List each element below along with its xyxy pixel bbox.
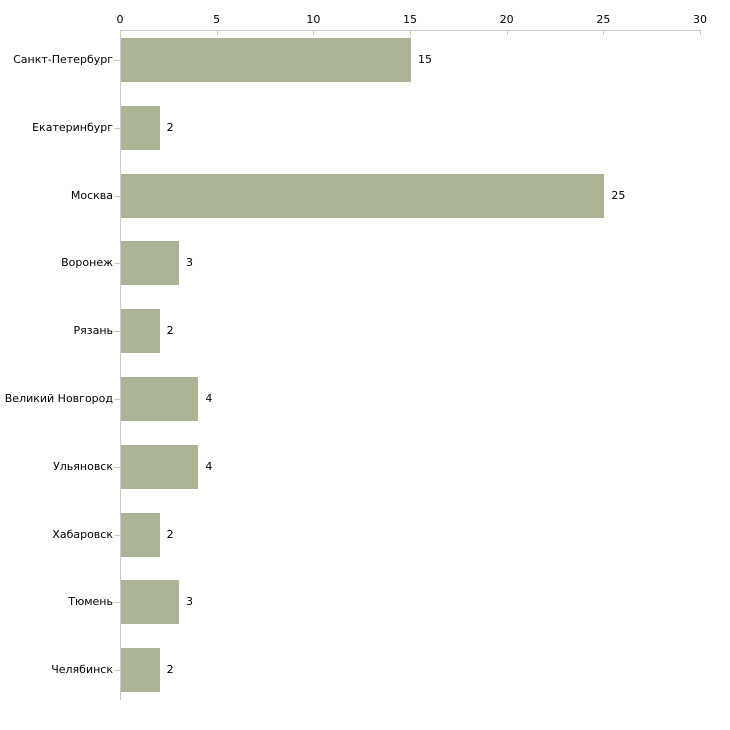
x-tick-label: 5	[213, 13, 221, 26]
category-label: Челябинск	[51, 663, 113, 677]
x-tick-mark	[217, 31, 218, 35]
bar	[121, 580, 179, 625]
x-tick-label: 30	[693, 13, 707, 26]
category-label: Рязань	[73, 324, 113, 338]
category-tick-mark	[114, 602, 120, 603]
bar	[121, 444, 199, 489]
value-label: 4	[205, 392, 213, 405]
category-tick-mark	[114, 263, 120, 264]
x-tick-mark	[313, 31, 314, 35]
bar	[121, 105, 160, 150]
bar	[121, 38, 411, 82]
category-label: Москва	[70, 188, 113, 202]
x-tick-label: 10	[306, 13, 321, 26]
x-tick-mark	[120, 31, 121, 35]
x-tick-mark	[700, 31, 701, 35]
category-tick-mark	[114, 399, 120, 400]
value-label: 15	[418, 53, 432, 66]
bar	[121, 173, 605, 218]
x-axis-line	[120, 30, 701, 31]
x-tick-label: 20	[499, 13, 514, 26]
category-tick-mark	[114, 467, 120, 468]
value-label: 4	[205, 459, 213, 473]
value-label: 25	[611, 188, 626, 202]
category-label: Ульяновск	[53, 459, 113, 473]
value-label: 3	[186, 256, 193, 270]
x-tick-label: 0	[116, 13, 124, 26]
bar	[121, 648, 160, 693]
category-label: Хабаровск	[52, 527, 113, 541]
category-label: Санкт-Петербург	[13, 53, 113, 66]
category-tick-mark	[114, 670, 120, 671]
value-label: 2	[166, 324, 174, 338]
category-label: Воронеж	[61, 256, 113, 270]
x-tick-label: 15	[403, 13, 417, 26]
x-tick-label: 25	[596, 13, 611, 26]
x-tick-mark	[410, 31, 411, 35]
category-tick-mark	[114, 128, 120, 129]
bar	[121, 309, 160, 354]
category-tick-mark	[114, 196, 120, 197]
category-tick-mark	[114, 535, 120, 536]
category-label: Тюмень	[68, 595, 113, 609]
category-label: Великий Новгород	[4, 392, 113, 405]
value-label: 2	[166, 120, 174, 134]
category-tick-mark	[114, 331, 120, 332]
value-label: 2	[166, 663, 174, 677]
bar	[121, 377, 199, 421]
y-axis-line	[120, 30, 121, 700]
bar	[121, 512, 160, 557]
value-label: 2	[166, 527, 174, 541]
x-tick-mark	[507, 31, 508, 35]
category-label: Екатеринбург	[32, 120, 113, 134]
category-tick-mark	[114, 60, 120, 61]
x-tick-mark	[603, 31, 604, 35]
bar	[121, 241, 179, 286]
value-label: 3	[186, 595, 193, 609]
